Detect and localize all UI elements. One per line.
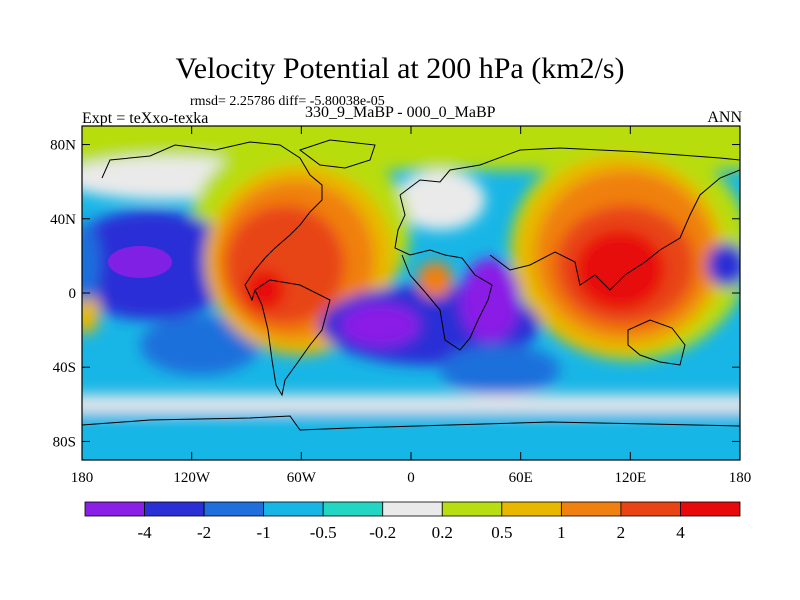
coast-south-america [254, 279, 331, 397]
x-tick-label: 60E [509, 470, 533, 486]
field-antarctic-band [82, 412, 740, 460]
colorbar-label: -0.2 [369, 523, 396, 542]
colorbar-label: 2 [617, 523, 626, 542]
field-min-africa [460, 258, 520, 342]
field-red-america [225, 205, 345, 325]
colorbar-label: -2 [197, 523, 211, 542]
colorbar-label: -0.5 [310, 523, 337, 542]
y-tick-label: 40S [53, 360, 76, 376]
map-field [82, 126, 740, 460]
colorbar-label: 1 [557, 523, 566, 542]
colorbar-swatch [322, 501, 384, 517]
colorbar: -4 -2 -1 -0.5 -0.2 0.2 0.5 1 2 4 [84, 501, 741, 542]
x-tick-label: 120E [614, 470, 646, 486]
x-tick-label: 0 [407, 470, 415, 486]
coast-antarctica [82, 415, 740, 431]
y-tick-label: 80N [50, 138, 76, 154]
colorbar-swatch [560, 501, 622, 517]
y-tick-label: 80S [53, 434, 76, 450]
field-min-pacific [108, 246, 172, 278]
colorbar-swatch [382, 501, 443, 517]
field-blue-dateline [707, 243, 740, 287]
stats-line: rmsd= 2.25786 diff= -5.80038e-05 [190, 94, 385, 109]
field-blue-pacific-south [140, 315, 260, 375]
field-grey-europe [395, 170, 485, 230]
y-axis: 80N 40N 0 40S 80S [50, 138, 740, 450]
season-label: ANN [707, 109, 742, 126]
x-tick-label: 180 [729, 470, 752, 486]
x-tick-label: 180 [71, 470, 94, 486]
coast-eurasia-north [399, 147, 740, 196]
field-grey-south [82, 395, 740, 417]
colorbar-label: -1 [257, 523, 271, 542]
colorbar-label: 0.2 [432, 523, 453, 542]
colorbar-swatch [263, 501, 324, 517]
colorbar-swatch [680, 501, 741, 517]
colorbar-swatch [203, 501, 265, 517]
colorbar-swatch [144, 501, 205, 517]
colorbar-swatch [84, 501, 145, 517]
comparison-label: 330_9_MaBP - 000_0_MaBP [305, 104, 496, 121]
plot-title: Velocity Potential at 200 hPa (km2/s) [175, 52, 625, 85]
colorbar-swatch [441, 501, 503, 517]
x-axis: 180 120W 60W 0 60E 120E 180 [71, 126, 752, 486]
colorbar-swatch [620, 501, 681, 517]
coast-greenland [298, 139, 376, 169]
colorbar-swatch [501, 501, 562, 517]
field-blue-edge [82, 222, 100, 302]
y-tick-label: 0 [69, 286, 77, 302]
field-orange-africa [417, 262, 453, 298]
field-max-asia [575, 230, 665, 310]
field-blue-indian [440, 345, 560, 395]
coast-asia-south [489, 169, 740, 291]
colorbar-label: 0.5 [491, 523, 512, 542]
x-tick-label: 60W [287, 470, 317, 486]
field-min-atlantic [340, 303, 420, 347]
coastlines [82, 139, 740, 431]
field-max-america [245, 270, 285, 310]
colorbar-label: 4 [676, 523, 685, 542]
colorbar-label: -4 [137, 523, 152, 542]
coast-africa [394, 194, 493, 351]
coast-australia [627, 319, 686, 366]
y-tick-label: 40N [50, 212, 76, 228]
experiment-label: Expt = teXxo-texka [82, 110, 209, 127]
coast-north-america [101, 141, 323, 302]
x-tick-label: 120W [173, 470, 211, 486]
